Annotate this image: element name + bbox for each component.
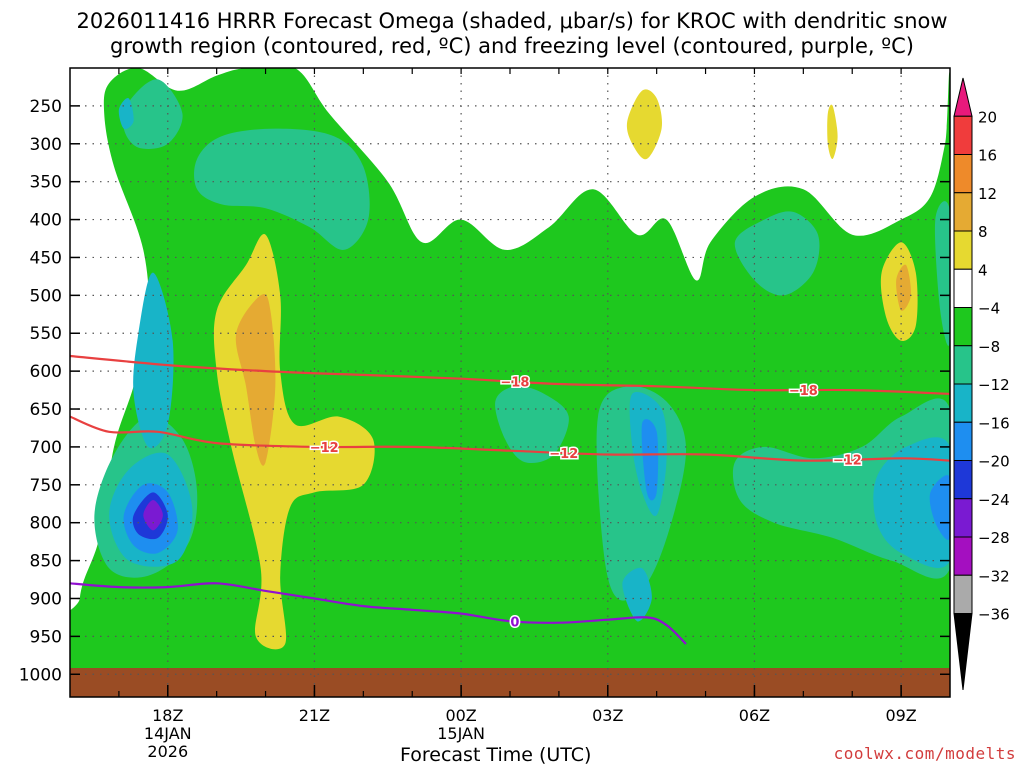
y-tick-label: 400: [30, 211, 62, 231]
colorbar-segment: [953, 154, 973, 194]
y-tick-label: 750: [30, 476, 62, 496]
x-axis-title: Forecast Time (UTC): [400, 744, 592, 766]
colorbar-label: −36: [978, 606, 1010, 624]
y-tick-label: 650: [30, 400, 62, 420]
omega-region-1: [123, 79, 183, 150]
y-axis: 250 300 350 400 450 500 550 600 650 700 750 800 850 9…: [19, 97, 950, 685]
chart-title-line-1: 2026011416 HRRR Forecast Omega (shaded, …: [76, 9, 948, 33]
y-tick-label: 500: [30, 286, 62, 306]
colorbar-segment-bottom: [953, 613, 973, 691]
omega-region-7: [734, 211, 820, 296]
colorbar-label: −12: [978, 376, 1010, 394]
y-tick-label: 600: [30, 362, 62, 382]
colorbar-segment: [953, 230, 973, 270]
y-tick-label: 350: [30, 173, 62, 193]
x-tick-label: 00Z: [445, 706, 476, 725]
x-tick-label: 14JAN: [144, 724, 192, 743]
y-tick-label: 900: [30, 589, 62, 609]
colorbar-label: −32: [978, 567, 1010, 585]
isotherm-0: [70, 582, 687, 645]
colorbar-label: −4: [978, 300, 1000, 318]
omega-region-8: [934, 201, 950, 346]
omega-region-14: [622, 567, 652, 622]
y-tick-label: 800: [30, 514, 62, 534]
x-tick-label: 15JAN: [437, 724, 485, 743]
colorbar-label: 16: [978, 147, 997, 165]
isotherm-layer: −18 −18 −12 −12 −12 0: [70, 354, 950, 645]
omega-region-4: [495, 386, 569, 464]
colorbar-label: 8: [978, 223, 988, 241]
omega-region-24: [896, 264, 912, 311]
colorbar-segment: [953, 345, 973, 385]
y-tick-label: 300: [30, 135, 62, 155]
x-tick-label: 06Z: [739, 706, 770, 725]
isotherm--18: [70, 354, 950, 395]
colorbar: 20 16 12 8 4 −4 −8 −12 −16 −20 −24 −28 −32 −36: [953, 77, 1010, 691]
omega-region-19: [143, 500, 163, 531]
colorbar-label: 12: [978, 185, 997, 203]
colorbar-segment: [953, 307, 973, 347]
colorbar-segment: [953, 498, 973, 538]
colorbar-label: 4: [978, 261, 988, 279]
colorbar-segment: [953, 536, 973, 576]
colorbar-segment: [953, 192, 973, 232]
isotherm-label-0: 0: [510, 615, 519, 630]
chart-title-line-2: growth region (contoured, red, ºC) and f…: [110, 34, 914, 58]
omega-region-13: [873, 437, 950, 568]
y-tick-label: 1000: [19, 665, 62, 685]
x-tick-label: 21Z: [299, 706, 330, 725]
omega-region-17: [929, 475, 950, 540]
omega-region-21: [235, 293, 276, 466]
colorbar-label: −20: [978, 453, 1010, 471]
colorbar-segment-top: [953, 77, 973, 117]
colorbar-segment: [953, 460, 973, 500]
isotherm-label--18: −18: [789, 384, 818, 399]
isotherm--12: [70, 415, 950, 462]
colorbar-segment: [953, 383, 973, 423]
y-tick-label: 250: [30, 97, 62, 117]
colorbar-segment: [953, 115, 973, 155]
y-tick-label: 700: [30, 438, 62, 458]
y-tick-label: 450: [30, 248, 62, 268]
colorbar-label: −8: [978, 338, 1000, 356]
omega-region-9: [133, 272, 174, 449]
x-tick-label: 18Z: [152, 706, 183, 725]
omega-region-25: [827, 104, 838, 160]
y-tick-label: 850: [30, 552, 62, 572]
colorbar-segment: [953, 421, 973, 461]
omega-region-16: [641, 419, 659, 501]
credit-text: coolwx.com/modelts: [833, 744, 1016, 763]
colorbar-segment: [953, 268, 973, 308]
isotherm-label--12: −12: [549, 447, 578, 462]
colorbar-label: −16: [978, 414, 1010, 432]
x-tick-label: 2026: [147, 742, 188, 761]
isotherm-label--18: −18: [500, 376, 529, 391]
y-tick-label: 550: [30, 324, 62, 344]
colorbar-label: −28: [978, 529, 1010, 547]
x-tick-label: 09Z: [885, 706, 916, 725]
isotherm-label--12: −12: [310, 441, 339, 456]
colorbar-label: 20: [978, 108, 997, 126]
x-tick-label: 03Z: [592, 706, 623, 725]
omega-region-22: [626, 89, 663, 160]
colorbar-label: −24: [978, 491, 1010, 509]
y-tick-label: 950: [30, 627, 62, 647]
isotherm-label--12: −12: [833, 454, 862, 469]
colorbar-segment: [953, 574, 973, 614]
